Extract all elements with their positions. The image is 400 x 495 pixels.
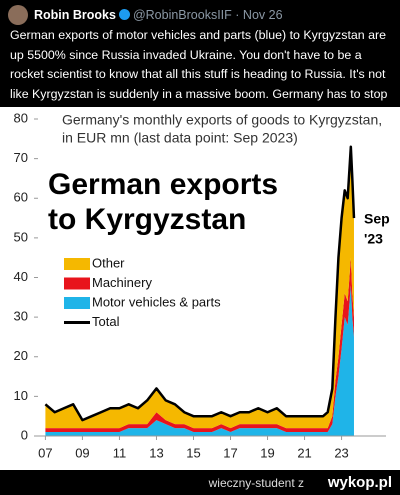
author-name[interactable]: Robin Brooks	[34, 8, 116, 22]
x-tick-label: 15	[186, 445, 200, 460]
y-tick-label: 40	[14, 269, 28, 284]
legend-swatch	[64, 297, 90, 309]
tweet-header: Robin Brooks @RobinBrooksIIF · Nov 26	[34, 8, 283, 22]
x-tick-label: 07	[38, 445, 52, 460]
chart-title: in EUR mn (last data point: Sep 2023)	[62, 130, 298, 146]
x-tick-label: 23	[334, 445, 348, 460]
y-tick-label: 50	[14, 229, 28, 244]
line	[44, 145, 356, 422]
chart-title: Germany's monthly exports of goods to Ky…	[62, 112, 382, 128]
annotation: German exports	[48, 168, 278, 201]
y-tick-label: 80	[14, 110, 28, 125]
x-tick-label: 17	[223, 445, 237, 460]
tweet: Robin Brooks @RobinBrooksIIF · Nov 26 Ger…	[0, 0, 400, 120]
date[interactable]: · Nov 26	[235, 8, 283, 22]
legend-label: Machinery	[92, 275, 152, 290]
x-tick-label: 11	[113, 445, 127, 460]
legend-label: Total	[92, 314, 120, 329]
y-tick-label: 70	[14, 150, 28, 165]
chart-box: Germany's monthly exports of goods to Ky…	[0, 107, 400, 470]
y-tick-label: 60	[14, 190, 28, 205]
verified-badge	[118, 9, 130, 20]
y-tick-label: 30	[14, 309, 28, 324]
legend-swatch	[64, 258, 90, 270]
legend-swatch	[64, 277, 90, 290]
y-tick-label: 20	[14, 348, 28, 363]
handle[interactable]: @RobinBrooksIIF	[132, 8, 232, 22]
chart: Germany's monthly exports of goods to Ky…	[14, 110, 390, 460]
y-tick-label: 0	[21, 427, 28, 442]
end-label: Sep	[364, 211, 390, 227]
avatar[interactable]	[8, 5, 28, 25]
y-tick-label: 10	[14, 388, 28, 403]
end-label: '23	[364, 231, 383, 247]
legend-label: Other	[92, 255, 125, 270]
footer: wieczny-student z wykop.pl	[0, 470, 400, 495]
x-tick-label: 13	[149, 445, 163, 460]
footer-user[interactable]: wieczny-student z	[208, 476, 304, 490]
legend-label: Motor vehicles & parts	[92, 294, 221, 309]
footer-site[interactable]: wykop.pl	[327, 474, 392, 491]
tweet-text: German exports of motor vehicles and par…	[10, 28, 388, 120]
annotation: to Kyrgyzstan	[48, 203, 246, 236]
x-tick-label: 09	[75, 445, 89, 460]
x-tick-label: 21	[297, 445, 311, 460]
x-tick-label: 19	[260, 445, 274, 460]
